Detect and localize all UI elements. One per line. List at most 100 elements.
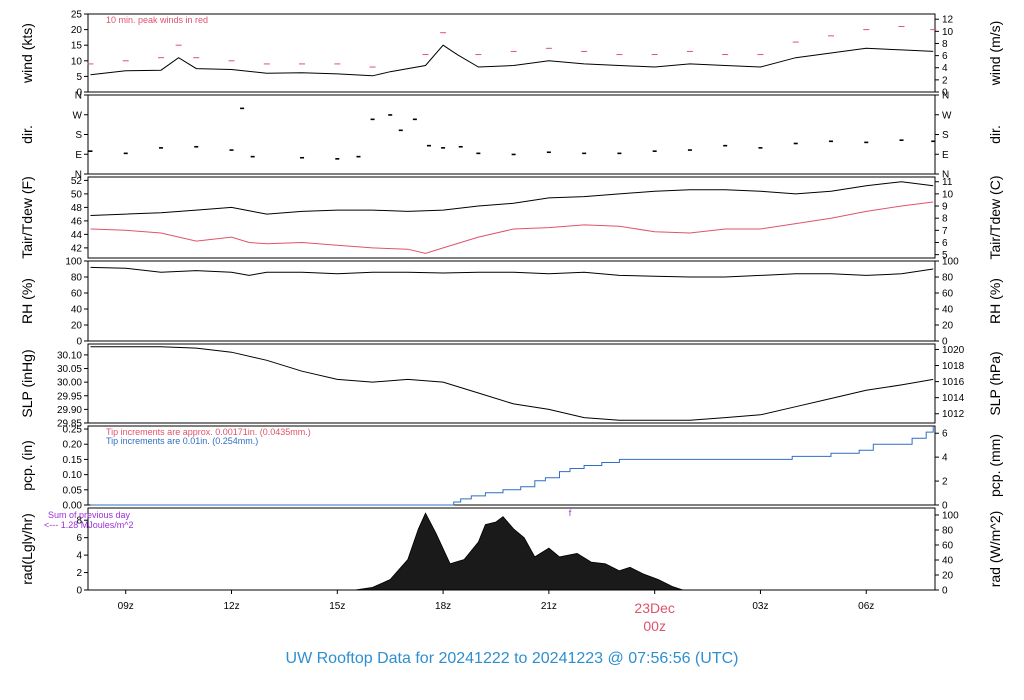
panel-note: 10 min. peak winds in red [106,15,208,25]
series-line [90,346,934,421]
y-right-tick-label: 5 [942,250,948,261]
data-point [931,140,936,143]
series-line [90,181,934,216]
data-point [828,140,833,143]
y-right-tick-label: 10 [942,189,954,200]
y-right-tick-label: 10 [942,27,954,38]
y-right-tick-label: N [942,91,949,102]
y-tick-label: 29.90 [57,405,82,416]
x-day-label: 23Dec [634,600,674,616]
panel-frame [87,260,936,342]
data-point [441,147,446,149]
data-point [412,118,417,121]
panel-frame [87,343,936,424]
y-right-tick-label: 8 [942,39,948,50]
y-tick-label: 42 [71,243,83,254]
y-tick-label: 0.10 [63,470,83,481]
y-right-tick-label: 1016 [942,377,965,388]
data-point [511,153,516,156]
y-tick-label: 5 [76,72,82,83]
x-tick-label: 06z [858,601,874,612]
data-point [687,149,692,151]
y-axis-label-right: pcp. (mm) [987,434,1003,497]
data-point [240,107,245,110]
y-tick-label: 44 [71,230,83,241]
y-tick-label: 0.20 [63,440,83,451]
y-axis-label-right: wind (m/s) [987,21,1003,87]
panel-frame [87,425,936,506]
y-axis-label: RH (%) [19,278,35,324]
data-point [426,144,431,147]
y-tick-label: 29.95 [57,391,82,402]
data-point [370,118,375,121]
y-right-tick-label: 9 [942,202,948,213]
y-right-tick-label: 1014 [942,393,965,404]
y-tick-label: 29.85 [57,419,82,430]
y-tick-label: 40 [71,305,83,316]
y-right-tick-label: 80 [942,273,954,284]
y-right-tick-label: 20 [942,321,954,332]
y-tick-label: W [73,110,83,121]
y-axis-label-right: RH (%) [987,278,1003,324]
data-point [356,155,361,158]
y-tick-label: 8 [76,516,82,527]
y-axis-label-right: dir. [987,125,1003,144]
y-tick-label: 0 [76,88,82,99]
y-right-tick-label: N [942,170,949,181]
data-point [229,149,234,151]
data-point [300,156,305,159]
y-right-tick-label: 1012 [942,409,965,420]
series-line [90,426,934,506]
y-tick-label: 0.05 [63,485,83,496]
series-line [90,44,934,77]
data-point [652,150,657,152]
y-tick-label: 0 [76,337,82,348]
y-right-tick-label: 0 [942,501,948,512]
x-tick-label: 21z [541,601,557,612]
x-day-sublabel: 00z [643,618,666,634]
y-right-tick-label: 11 [942,177,953,188]
y-right-tick-label: 0 [942,88,948,99]
panel-note: Sum of previous day [48,510,131,520]
y-tick-label: 46 [71,216,83,227]
radiation-area [354,512,684,591]
panel-note: <--- 1.28 MJoules/m^2 [44,520,134,530]
y-tick-label: E [75,150,82,161]
y-tick-label: 4 [76,551,82,562]
y-tick-label: 15 [71,41,83,52]
data-point [617,152,622,155]
x-tick-label: 18z [435,601,451,612]
data-point [335,158,340,160]
y-axis-label: wind (kts) [19,23,35,84]
y-right-tick-label: 4 [942,453,948,464]
data-point [723,144,728,147]
data-point [398,129,403,132]
data-point [864,141,869,144]
data-point [250,155,255,158]
y-right-tick-label: 60 [942,289,954,300]
data-point [546,151,551,154]
y-tick-label: 30.00 [57,378,82,389]
data-point [476,152,481,155]
panel-note: Tip increments are 0.01in. (0.254mm.) [106,436,258,446]
y-right-tick-label: 20 [942,570,954,581]
y-right-tick-label: 0 [942,337,948,348]
y-right-tick-label: 8 [942,214,948,225]
panel-note: Tip increments are approx. 0.00171in. (0… [106,427,311,437]
y-tick-label: 6 [76,533,82,544]
y-right-tick-label: 40 [942,305,954,316]
y-right-tick-label: 4 [942,63,948,74]
x-tick-label: 12z [223,601,239,612]
y-tick-label: 52 [71,176,83,187]
y-right-tick-label: 100 [942,510,959,521]
y-tick-label: N [75,170,82,181]
y-tick-label: 0 [76,586,82,597]
y-tick-label: 100 [65,257,82,268]
y-right-tick-label: 80 [942,525,954,536]
y-right-tick-label: 2 [942,75,948,86]
panel-frame [87,13,936,93]
y-tick-label: 0.25 [63,425,83,436]
